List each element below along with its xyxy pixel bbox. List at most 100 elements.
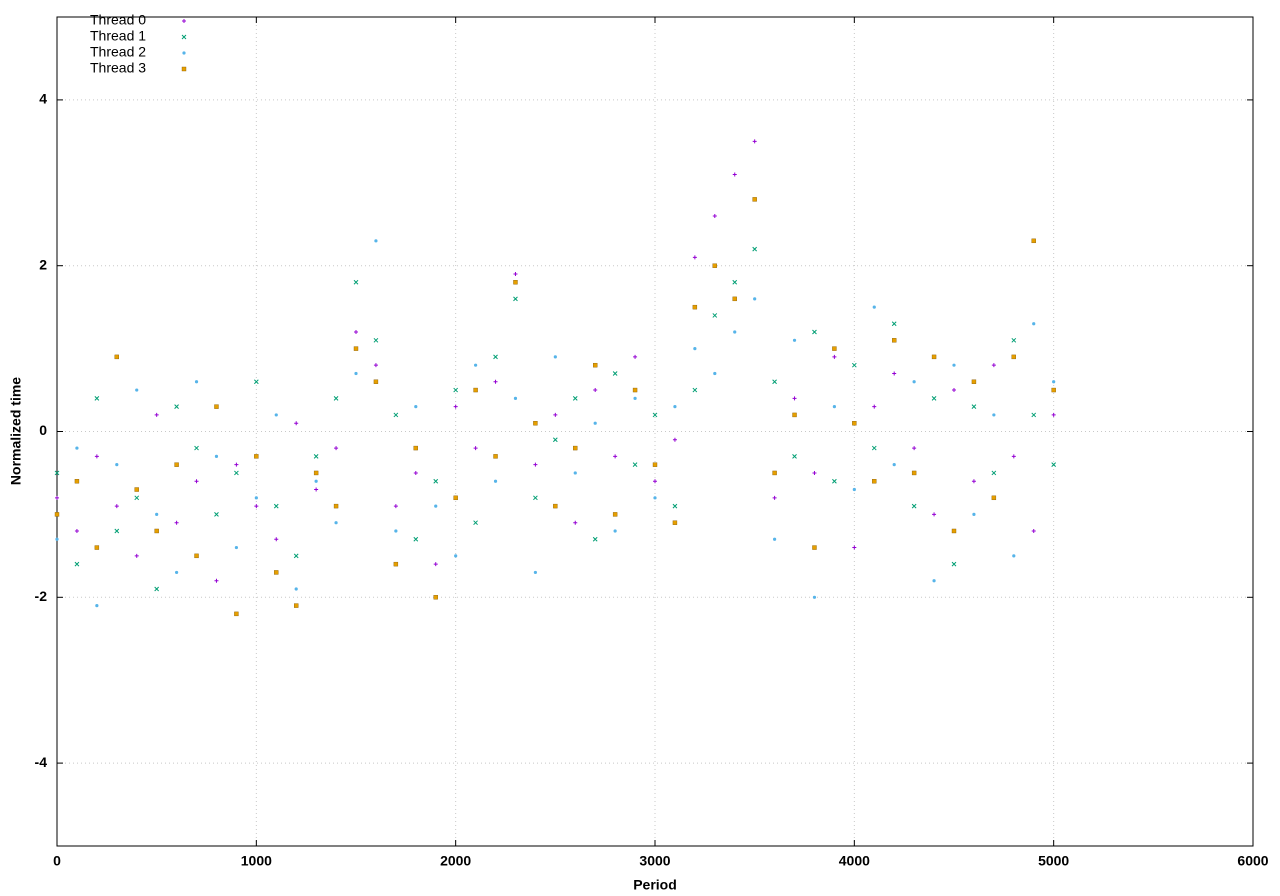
point <box>194 479 199 484</box>
point <box>55 537 59 541</box>
point <box>394 529 398 533</box>
point <box>912 446 917 451</box>
point <box>114 504 119 509</box>
legend-marker <box>181 34 187 40</box>
point <box>852 545 857 550</box>
x-tick-label: 1000 <box>241 853 272 869</box>
point <box>633 396 637 400</box>
point <box>911 503 917 509</box>
point <box>613 454 618 459</box>
point <box>553 412 558 417</box>
point <box>872 404 877 409</box>
x-axis-label: Period <box>633 877 677 893</box>
point <box>593 421 597 425</box>
point <box>214 578 219 583</box>
point <box>293 553 299 559</box>
point <box>513 280 518 285</box>
point <box>552 437 558 443</box>
point <box>94 395 100 401</box>
point <box>672 437 677 442</box>
point <box>313 454 319 459</box>
point <box>94 545 100 550</box>
point <box>513 396 518 400</box>
point <box>832 478 837 484</box>
point <box>653 479 657 484</box>
point <box>234 462 239 467</box>
x-tick-label: 2000 <box>440 853 471 869</box>
point <box>713 371 717 376</box>
point <box>932 512 937 517</box>
legend-label: Thread 3 <box>90 60 146 76</box>
point <box>872 479 877 484</box>
point <box>274 570 279 575</box>
point <box>334 521 338 525</box>
point <box>254 454 259 459</box>
point <box>633 354 638 359</box>
y-tick-label: -4 <box>35 754 48 770</box>
point <box>55 495 59 500</box>
point <box>812 545 817 550</box>
point <box>273 503 279 509</box>
point <box>832 405 837 409</box>
point <box>314 487 319 492</box>
point <box>413 470 418 475</box>
point <box>991 495 997 501</box>
point <box>812 329 817 335</box>
plot-frame <box>56 16 1254 847</box>
point <box>473 520 478 526</box>
point <box>294 587 298 591</box>
point <box>314 479 318 483</box>
point <box>1032 322 1036 326</box>
point <box>533 421 538 426</box>
point <box>832 346 837 351</box>
point <box>373 379 379 384</box>
point <box>852 421 857 426</box>
point <box>1012 554 1016 558</box>
x-tick-label: 3000 <box>639 853 670 869</box>
point <box>54 470 60 476</box>
point <box>413 445 418 451</box>
point <box>553 503 558 509</box>
y-tick-label: 4 <box>39 91 47 107</box>
point <box>254 504 259 509</box>
point <box>972 512 976 517</box>
legend-marker <box>182 51 186 55</box>
point <box>533 570 538 575</box>
point <box>772 470 777 476</box>
point <box>812 470 817 475</box>
point <box>772 495 777 500</box>
point <box>792 338 797 342</box>
point <box>732 296 737 302</box>
point <box>333 503 339 509</box>
point <box>174 404 179 409</box>
point <box>214 512 219 517</box>
point <box>95 603 99 608</box>
point <box>414 405 418 409</box>
point <box>652 412 658 418</box>
point <box>174 520 179 525</box>
point <box>992 413 996 417</box>
point <box>892 463 896 467</box>
point <box>513 296 518 302</box>
point <box>175 570 179 575</box>
point <box>871 445 877 451</box>
point <box>632 387 638 393</box>
point <box>333 395 339 401</box>
point <box>851 362 857 368</box>
point <box>493 379 498 384</box>
point <box>952 388 956 393</box>
point <box>453 495 458 501</box>
point <box>951 528 957 534</box>
point <box>433 595 438 600</box>
point <box>373 363 378 368</box>
point <box>752 139 757 144</box>
y-tick-label: -2 <box>35 588 48 604</box>
point <box>911 470 917 476</box>
point <box>154 528 159 534</box>
point <box>354 371 358 376</box>
point <box>234 470 239 476</box>
point <box>991 470 997 476</box>
point <box>852 487 856 492</box>
point <box>493 454 498 459</box>
point <box>773 537 777 541</box>
